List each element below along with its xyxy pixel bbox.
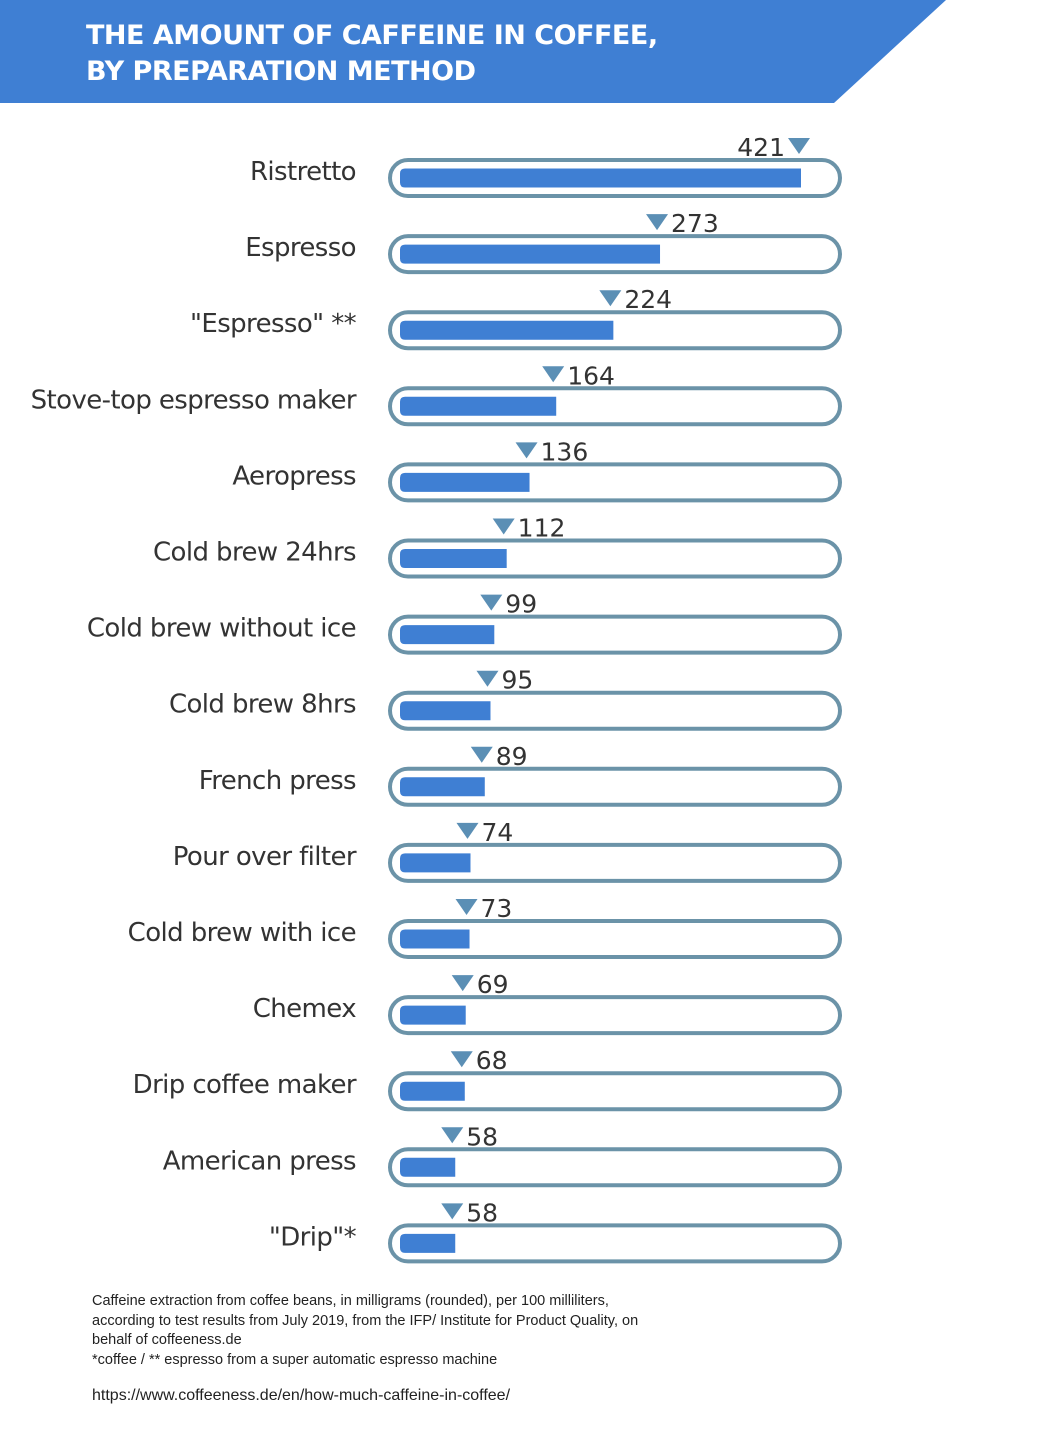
value-label: 58 [466,1198,498,1227]
value-label: 224 [624,285,672,314]
bar-row: Aeropress 136 [232,437,842,503]
bar-row: Cold brew 24hrs 112 [153,514,842,579]
bar-track [388,995,842,1036]
footnote-line-1: Caffeine extraction from coffee beans, i… [92,1293,609,1309]
caffeine-bar-chart: Ristretto 421 Espresso 273 "Espresso" ** 224 S… [31,133,842,1264]
bar [400,625,495,645]
bar [400,396,557,416]
bar [400,472,530,492]
category-label: "Drip"* [269,1222,357,1252]
chart-title-line-2: BY PREPARATION METHOD [86,56,476,87]
bar [400,1233,456,1253]
bar [400,549,507,568]
bar [400,168,801,188]
category-label: Ristretto [250,157,356,187]
category-label: French press [199,766,356,796]
bar [400,1005,466,1025]
value-label: 136 [541,437,589,466]
category-label: Cold brew 8hrs [169,690,356,720]
bar [400,1081,465,1101]
bar-track [388,1071,842,1112]
value-marker-icon [599,290,622,307]
value-marker-icon [492,518,515,535]
bar [400,777,485,797]
value-label: 112 [518,514,566,543]
chart-title: THE AMOUNT OF CAFFEINE IN COFFEE, BY PRE… [86,18,658,90]
bar-row: Cold brew 8hrs 95 [169,666,842,731]
value-marker-icon [441,1127,464,1144]
footnote-line-3: behalf of coffeeness.de [92,1332,242,1348]
bar-row: Cold brew with ice 73 [128,894,842,959]
header-banner [0,0,946,103]
footnote: Caffeine extraction from coffee beans, i… [92,1292,712,1370]
value-marker-icon [646,214,669,231]
value-label: 273 [671,209,719,238]
value-marker-icon [470,746,493,763]
value-marker-icon [542,366,565,383]
value-marker-icon [480,594,503,611]
value-marker-icon [455,899,478,915]
value-label: 73 [481,894,513,923]
bar-row: Pour over filter 74 [173,818,842,883]
value-marker-icon [451,975,474,992]
category-label: Cold brew with ice [128,918,356,948]
bar-row: "Espresso" ** 224 [190,285,842,351]
source-url[interactable]: https://www.coffeeness.de/en/how-much-ca… [92,1387,511,1404]
category-label: Chemex [253,994,356,1024]
value-marker-icon [456,822,479,839]
bar-row: "Drip"* 58 [269,1198,842,1264]
value-label: 164 [567,361,615,390]
category-label: Cold brew 24hrs [153,538,356,568]
bar-track [388,842,842,883]
bar [400,244,661,264]
bar-row: American press 58 [163,1122,842,1188]
category-label: Cold brew without ice [87,614,356,644]
bar-track [388,690,842,731]
value-label: 74 [481,818,513,847]
bar-row: Stove-top espresso maker 164 [31,361,842,427]
footnote-line-4: *coffee / ** espresso from a super autom… [92,1351,498,1368]
value-marker-icon [441,1203,464,1220]
value-marker-icon [515,442,538,459]
value-label: 95 [501,666,533,695]
bar [400,320,614,340]
bar-track [388,919,842,959]
bar-track [388,614,842,655]
bar-row: Cold brew without ice 99 [87,590,842,655]
category-label: Drip coffee maker [133,1070,357,1100]
footnote-line-2: according to test results from July 2019… [92,1312,639,1329]
value-label: 69 [477,970,509,999]
bar-row: Chemex 69 [253,970,842,1036]
category-label: "Espresso" ** [190,309,357,339]
bar-track [388,1223,842,1264]
bar-track [388,766,842,807]
value-label: 68 [476,1046,508,1075]
value-marker-icon [476,670,499,687]
category-label: American press [163,1146,356,1176]
bar-row: French press 89 [199,742,842,807]
category-label: Aeropress [232,461,356,491]
category-label: Stove-top espresso maker [31,385,357,415]
category-label: Pour over filter [173,842,357,872]
value-label: 99 [505,590,537,619]
bar [400,853,471,873]
bar [400,1157,456,1177]
chart-title-line-1: THE AMOUNT OF CAFFEINE IN COFFEE, [86,20,658,51]
value-marker-icon [450,1051,473,1068]
bar-row: Ristretto 421 [250,133,842,198]
value-label: 58 [466,1122,498,1151]
bar [400,929,470,949]
category-label: Espresso [245,233,356,263]
value-marker-icon [788,138,810,154]
value-label: 421 [737,133,785,162]
bar [400,701,491,721]
bar-track [388,1147,842,1188]
bar-row: Espresso 273 [245,209,842,275]
value-label: 89 [496,742,528,771]
bar-row: Drip coffee maker 68 [133,1046,842,1112]
